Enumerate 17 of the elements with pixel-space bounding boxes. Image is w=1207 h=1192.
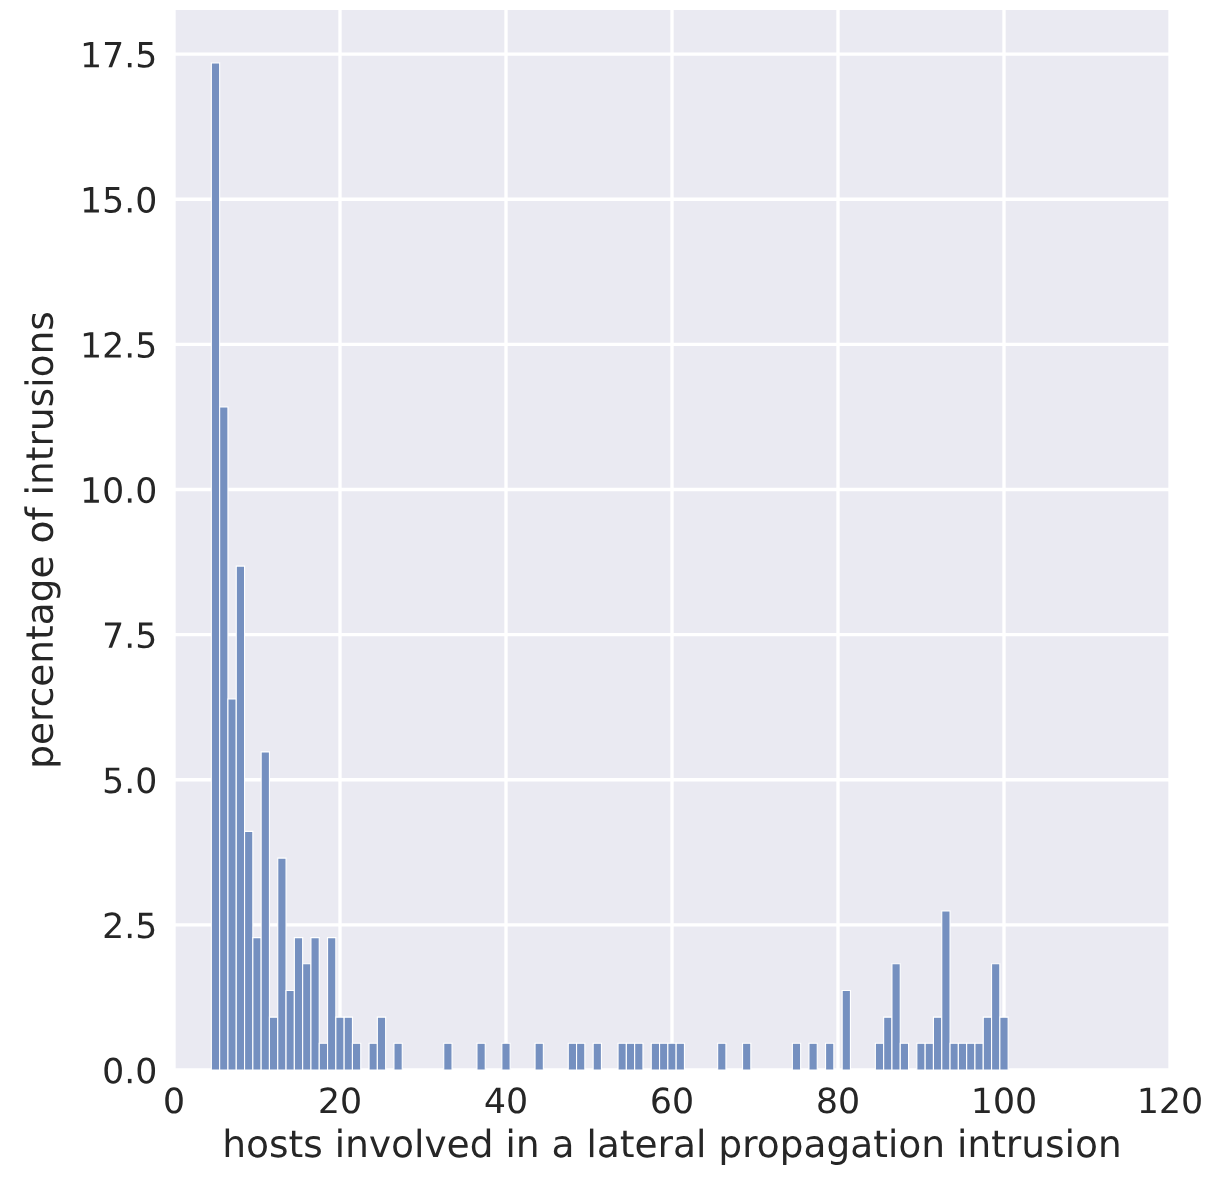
x-axis-title: hosts involved in a lateral propagation intrusion (225, 1128, 1119, 1165)
x-tick-label: 0 (165, 1087, 183, 1114)
y-tick-label: 12.5 (83, 331, 155, 359)
y-tick-label: 5.0 (104, 767, 156, 794)
y-tick-label: 0.0 (104, 1057, 156, 1084)
x-tick-label: 120 (1140, 1087, 1201, 1114)
x-tick-label: 20 (320, 1087, 360, 1114)
y-tick-label: 17.5 (83, 42, 155, 68)
x-tick-label: 80 (818, 1087, 858, 1114)
y-tick-label: 10.0 (83, 476, 156, 504)
x-tick-label: 40 (485, 1087, 526, 1114)
y-axis-title: percentage of intrusions (24, 312, 61, 766)
x-tick-label: 60 (652, 1087, 692, 1114)
x-tick-label: 100 (974, 1087, 1035, 1114)
y-tick-label: 7.5 (104, 622, 155, 649)
y-tick-label: 2.5 (104, 912, 155, 939)
y-tick-label: 15.0 (83, 186, 156, 213)
